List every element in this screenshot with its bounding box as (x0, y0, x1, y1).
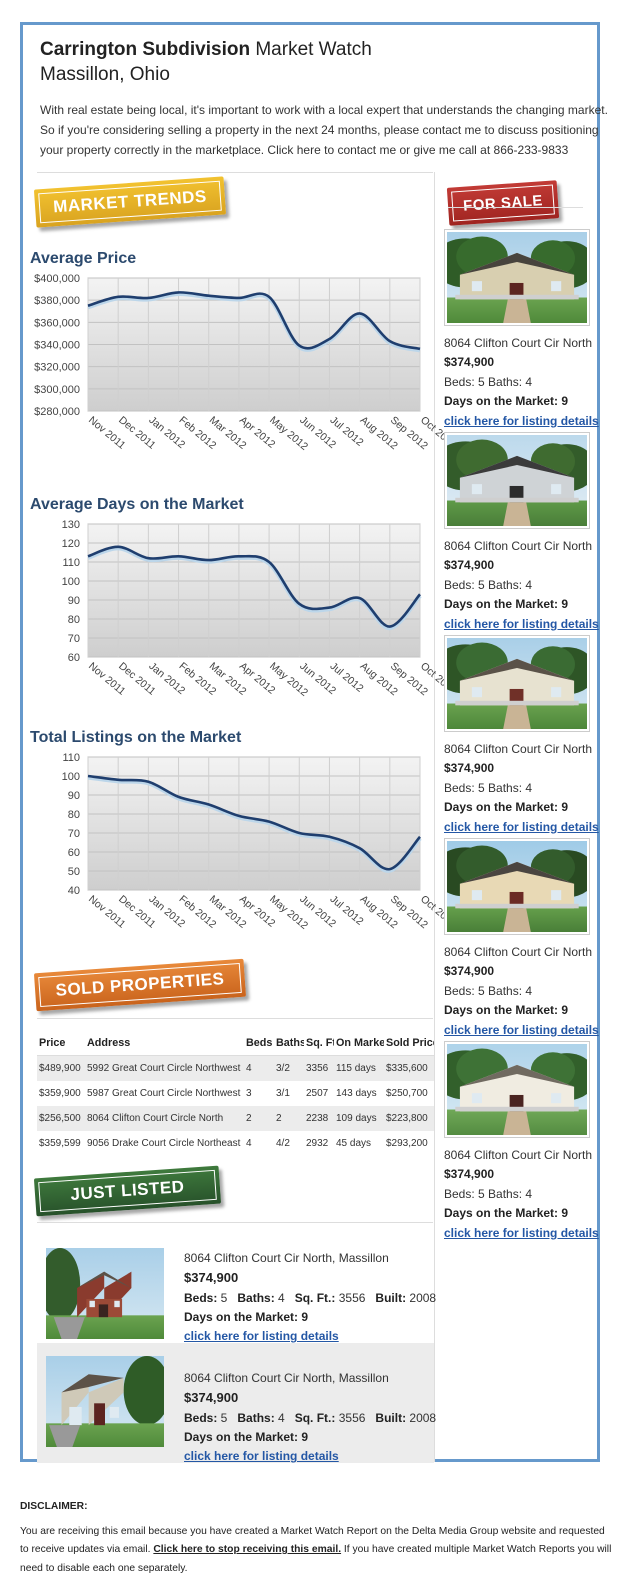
svg-text:80: 80 (68, 809, 80, 821)
svg-text:$340,000: $340,000 (34, 340, 80, 352)
svg-text:60: 60 (68, 847, 80, 859)
svg-text:100: 100 (62, 576, 80, 588)
svg-text:90: 90 (68, 595, 80, 607)
svg-text:50: 50 (68, 866, 80, 878)
svg-text:120: 120 (62, 538, 80, 550)
svg-text:130: 130 (62, 519, 80, 531)
svg-text:$280,000: $280,000 (34, 406, 80, 418)
svg-text:$360,000: $360,000 (34, 317, 80, 329)
svg-text:70: 70 (68, 633, 80, 645)
svg-text:$320,000: $320,000 (34, 362, 80, 374)
svg-text:60: 60 (68, 652, 80, 664)
svg-text:80: 80 (68, 614, 80, 626)
svg-text:100: 100 (62, 771, 80, 783)
svg-text:40: 40 (68, 885, 80, 897)
svg-text:$380,000: $380,000 (34, 295, 80, 307)
svg-text:70: 70 (68, 828, 80, 840)
svg-text:$300,000: $300,000 (34, 384, 80, 396)
svg-text:110: 110 (62, 752, 80, 764)
svg-text:90: 90 (68, 790, 80, 802)
svg-text:110: 110 (62, 557, 80, 569)
svg-text:$400,000: $400,000 (34, 273, 80, 285)
